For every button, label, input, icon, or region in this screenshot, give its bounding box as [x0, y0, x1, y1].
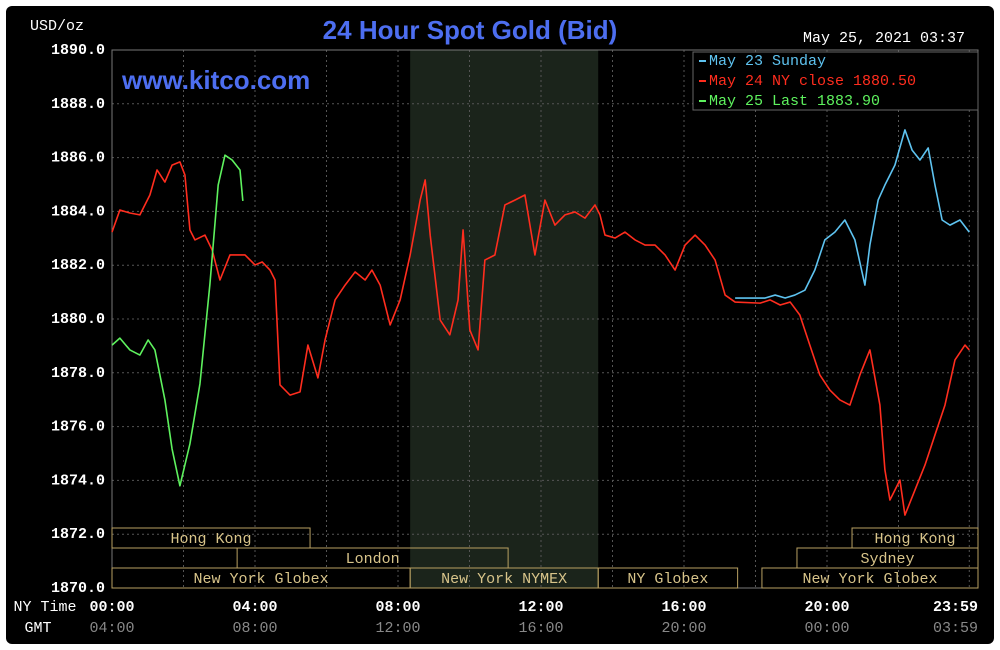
- x-tick-label: 20:00: [804, 599, 849, 616]
- legend-label: May 25 Last 1883.90: [709, 93, 880, 110]
- x-tick-label: 12:00: [518, 599, 563, 616]
- y-tick-label: 1882.0: [51, 257, 105, 274]
- y-tick-label: 1870.0: [51, 580, 105, 597]
- legend: May 23 Sunday May 24 NY close 1880.50 May …: [692, 51, 979, 111]
- session-label: NY Globex: [627, 571, 708, 588]
- x-tick-label: 08:00: [375, 599, 420, 616]
- y-tick-label: 1888.0: [51, 96, 105, 113]
- price-line: [111, 161, 970, 516]
- session-box: [761, 567, 979, 589]
- y-tick-label: 1890.0: [51, 42, 105, 59]
- gmt-tick-label: 03:59: [933, 620, 978, 637]
- y-tick-label: 1886.0: [51, 150, 105, 167]
- price-line: [735, 129, 970, 299]
- session-label: Sydney: [860, 551, 914, 568]
- watermark: www.kitco.com: [121, 65, 310, 95]
- x-row-label: GMT: [24, 620, 51, 637]
- session-label: New York Globex: [802, 571, 937, 588]
- y-unit: USD/oz: [30, 18, 84, 35]
- gmt-tick-label: 00:00: [804, 620, 849, 637]
- plot-area: Hong Kong Hong Kong London Sydney New York G…: [111, 49, 979, 589]
- chart-title: 24 Hour Spot Gold (Bid): [323, 15, 618, 45]
- session-box: [597, 567, 739, 589]
- y-tick-label: 1876.0: [51, 419, 105, 436]
- session-box: [111, 527, 311, 549]
- gmt-tick-label: 08:00: [232, 620, 277, 637]
- y-tick-label: 1884.0: [51, 203, 105, 220]
- session-label: Hong Kong: [875, 531, 956, 548]
- price-line: [111, 154, 244, 487]
- gmt-tick-label: 04:00: [89, 620, 134, 637]
- session-label: London: [346, 551, 400, 568]
- legend-label: May 23 Sunday: [709, 53, 826, 70]
- session-shade: [410, 50, 599, 588]
- session-label: Hong Kong: [171, 531, 252, 548]
- y-tick-label: 1878.0: [51, 365, 105, 382]
- x-tick-label: 23:59: [933, 599, 978, 616]
- x-tick-label: 16:00: [661, 599, 706, 616]
- y-tick-label: 1874.0: [51, 472, 105, 489]
- y-tick-label: 1872.0: [51, 526, 105, 543]
- y-tick-label: 1880.0: [51, 311, 105, 328]
- legend-label: May 24 NY close 1880.50: [709, 73, 916, 90]
- x-row-label: NY Time: [13, 599, 76, 616]
- gmt-tick-label: 12:00: [375, 620, 420, 637]
- session-label: New York NYMEX: [441, 571, 567, 588]
- x-tick-label: 00:00: [89, 599, 134, 616]
- x-tick-label: 04:00: [232, 599, 277, 616]
- timestamp: May 25, 2021 03:37: [803, 30, 965, 47]
- session-label: New York Globex: [194, 571, 329, 588]
- legend-box: [692, 51, 979, 111]
- gmt-tick-label: 20:00: [661, 620, 706, 637]
- gmt-tick-label: 16:00: [518, 620, 563, 637]
